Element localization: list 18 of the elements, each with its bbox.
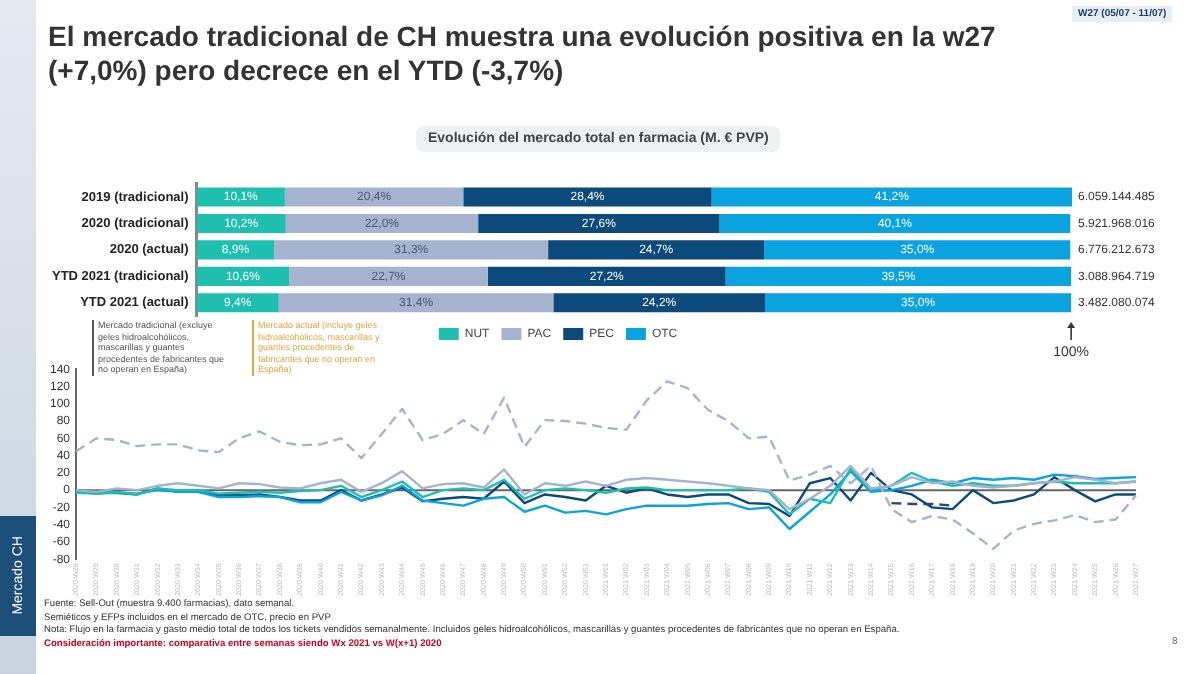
bar xyxy=(463,187,712,207)
chart-title: El mercado tradicional de CH muestra una evolución positiva en la w27 (+7,0%) pero decrece en el YTD (-3,7%) xyxy=(48,20,998,88)
bar xyxy=(553,293,766,313)
bar xyxy=(548,240,765,260)
bar xyxy=(285,213,479,234)
bar xyxy=(765,293,1072,313)
bar xyxy=(274,240,549,260)
bar xyxy=(487,266,726,286)
bar xyxy=(478,213,720,234)
bar xyxy=(284,187,464,207)
bar xyxy=(711,187,1072,207)
bar xyxy=(719,213,1071,234)
bar xyxy=(764,240,1071,260)
bar xyxy=(289,266,488,286)
bar xyxy=(278,293,554,313)
bar xyxy=(196,187,285,207)
line-series xyxy=(74,380,1138,551)
bar xyxy=(725,266,1072,286)
